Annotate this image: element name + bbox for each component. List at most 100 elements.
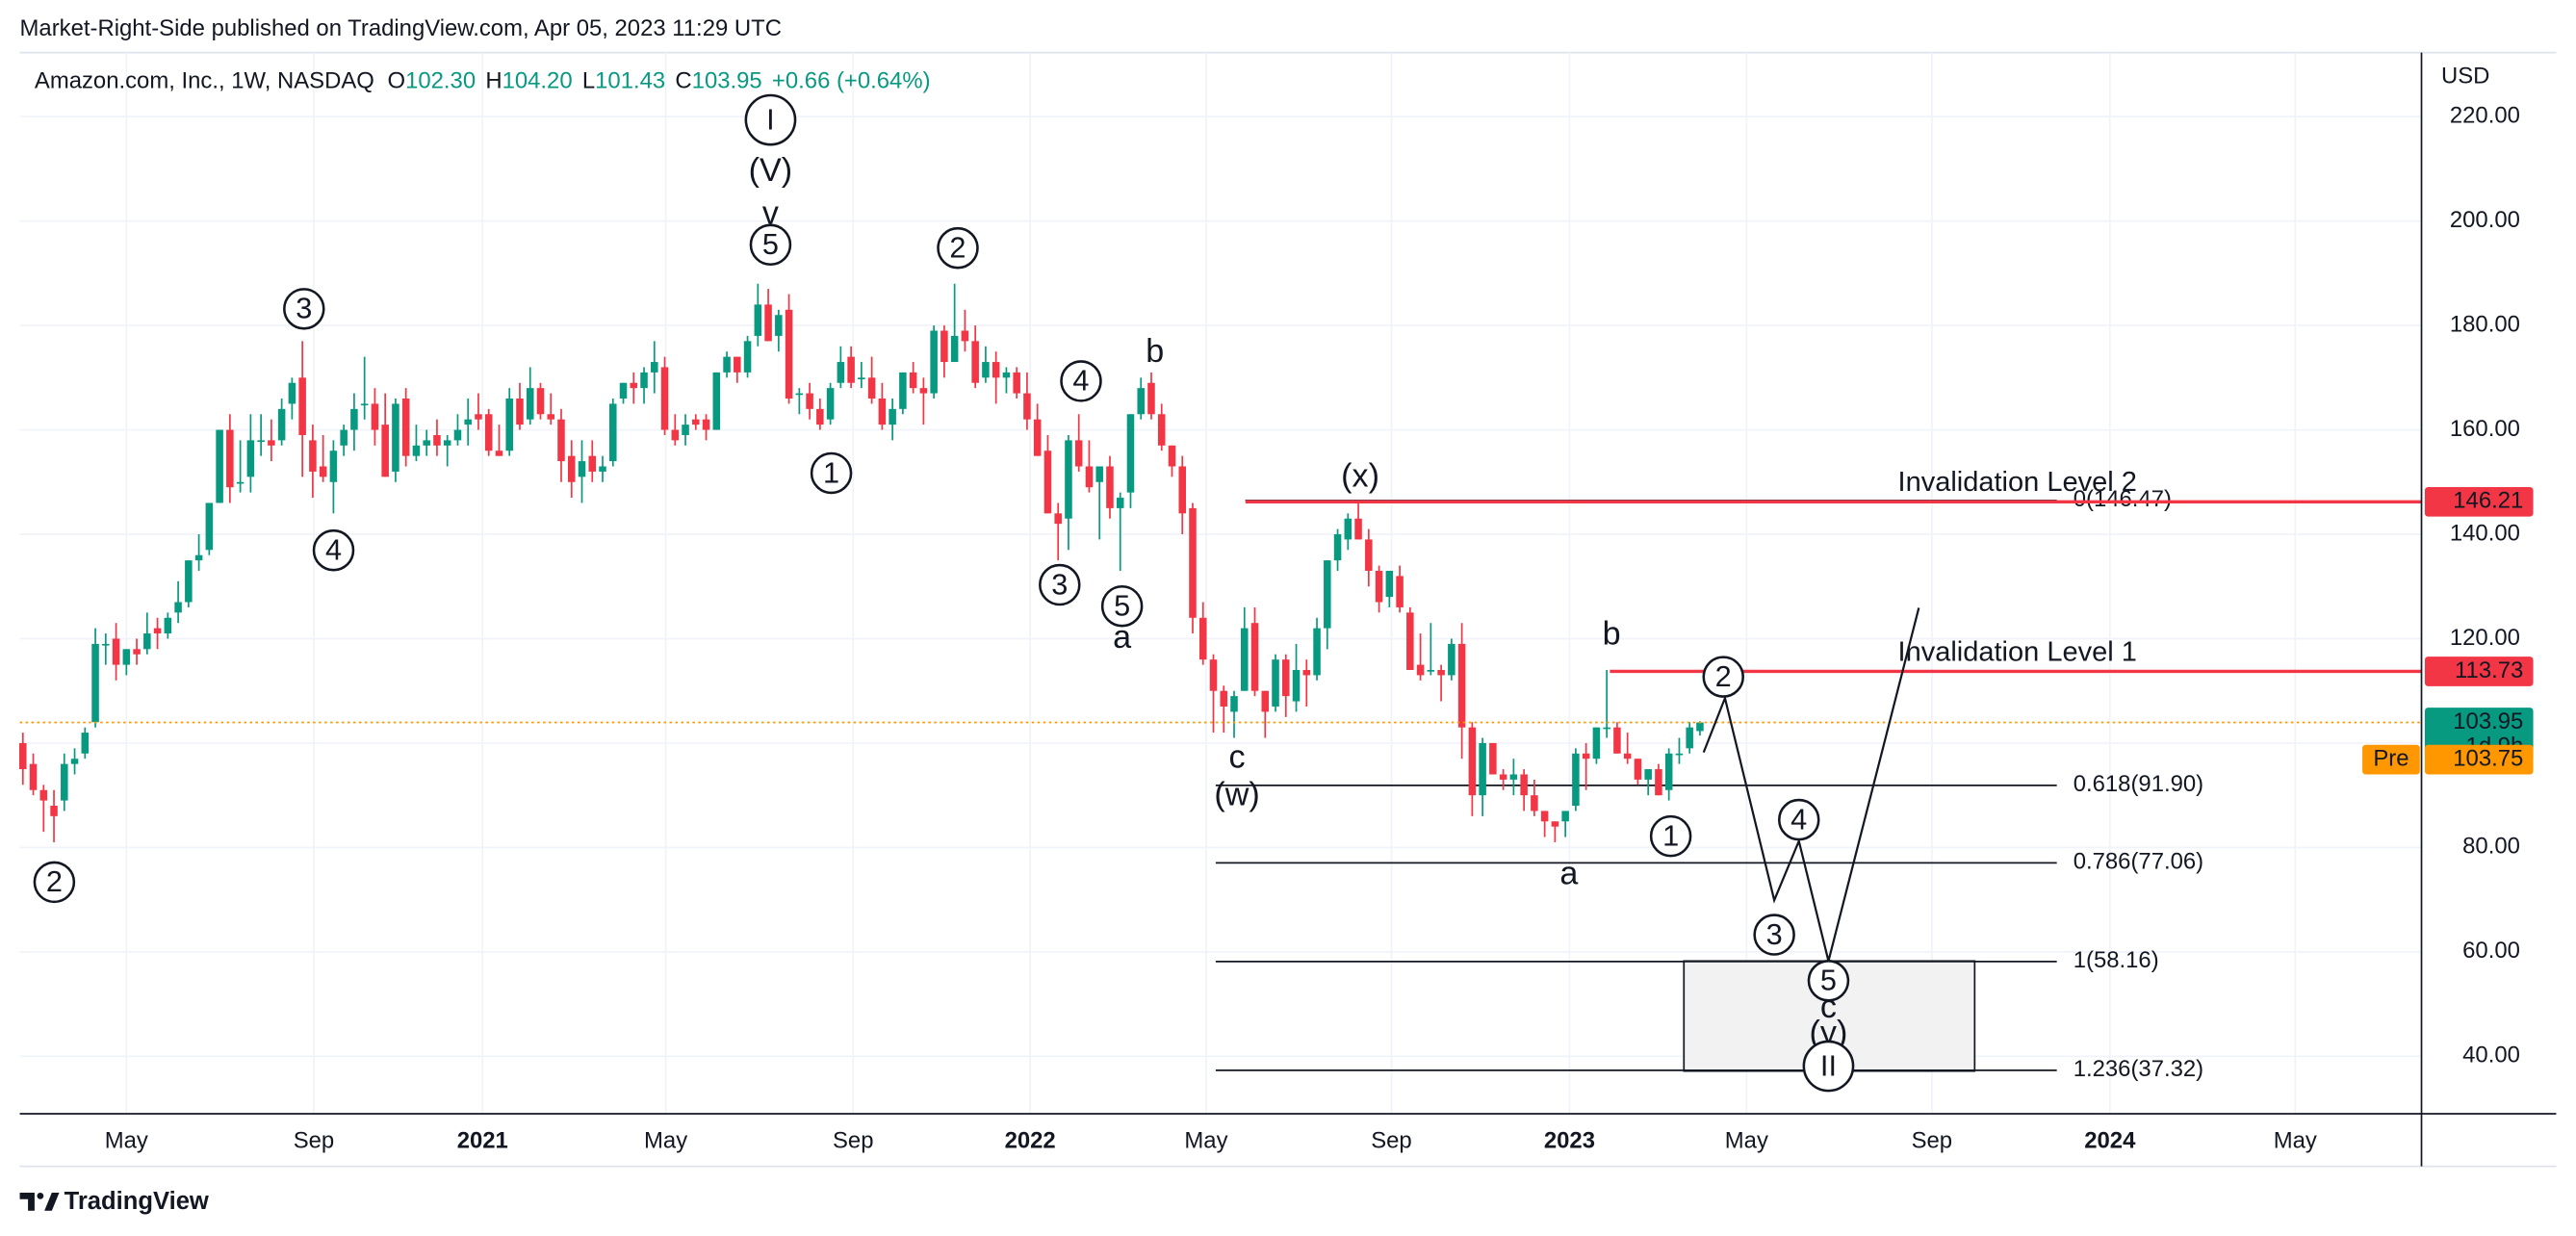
candle-body	[609, 403, 617, 462]
x-tick-label: Sep	[1371, 1127, 1411, 1153]
candle-body	[1230, 696, 1238, 712]
candle-body	[1427, 670, 1435, 672]
candle-body	[651, 362, 658, 373]
candle-body	[1054, 513, 1062, 525]
candle-body	[1023, 393, 1031, 420]
candle-body	[795, 393, 804, 396]
wave-label: (x)	[1341, 458, 1379, 495]
wave-label: c	[1229, 738, 1246, 775]
wave-circle	[1802, 1040, 1855, 1093]
candle-body	[1582, 753, 1590, 760]
y-tick-label: 60.00	[2462, 938, 2520, 964]
candle-body	[1137, 388, 1145, 415]
candle-body	[660, 367, 669, 430]
candle-body	[1344, 518, 1352, 540]
candle-body	[360, 403, 369, 406]
candle-body	[1106, 466, 1114, 508]
candle-body	[1457, 643, 1466, 728]
candle-body	[806, 393, 813, 409]
candle-body	[143, 633, 151, 650]
wave-circle	[1753, 914, 1795, 956]
fib-label: 0(146.47)	[2074, 486, 2172, 512]
candle-body	[1354, 518, 1362, 540]
publisher-line: Market-Right-Side published on TradingVi…	[20, 15, 782, 41]
x-tick-label: May	[105, 1127, 148, 1153]
candle-body	[878, 399, 887, 425]
candle-body	[671, 429, 680, 441]
candle-body	[1531, 795, 1538, 811]
candle-body	[889, 408, 896, 425]
candle-body	[1406, 612, 1414, 671]
candle-body	[1085, 466, 1094, 488]
candle-body	[1043, 451, 1052, 514]
wave-circle	[1702, 656, 1744, 698]
candle-body	[536, 388, 545, 415]
candle-body	[1613, 727, 1621, 754]
candle-body	[1241, 628, 1249, 691]
candle-body	[1561, 811, 1569, 822]
wave-label: 4	[325, 533, 342, 567]
grid	[19, 52, 2422, 1115]
wave-label: 5	[1114, 589, 1130, 623]
ohlc-key: L	[582, 68, 595, 94]
wave-label: 1	[1662, 818, 1679, 852]
candle-body	[692, 419, 700, 425]
candle-body	[164, 617, 172, 634]
candle-body	[216, 429, 223, 503]
candle-body	[1282, 659, 1290, 697]
x-tick-label: 2023	[1544, 1127, 1595, 1153]
candle-body	[723, 356, 731, 373]
candle-body	[1437, 670, 1445, 676]
candle-body	[785, 309, 793, 399]
candle-body	[1198, 617, 1207, 660]
candle-body	[1272, 659, 1279, 707]
candle-body	[743, 341, 752, 373]
candle-body	[350, 408, 358, 430]
price-tag-label: 113.73	[2455, 657, 2523, 683]
candle-body	[61, 763, 68, 801]
candle-body	[329, 451, 338, 482]
candle-body	[1313, 628, 1321, 676]
candle-body	[847, 356, 855, 383]
candle-body	[734, 356, 741, 373]
candle-body	[39, 789, 48, 801]
candle-body	[277, 408, 286, 441]
candle-body	[1168, 445, 1176, 467]
fib-label: 0.786(77.06)	[2074, 849, 2203, 875]
candle-body	[1675, 753, 1684, 756]
wave-circle	[749, 223, 792, 267]
wave-label: I	[766, 102, 775, 136]
candle-body	[1302, 670, 1311, 676]
candle-body	[712, 372, 721, 430]
wave-circle	[937, 226, 979, 270]
candle-body	[1696, 722, 1704, 732]
y-tick-label: 80.00	[2462, 834, 2520, 860]
candle-body	[1074, 440, 1083, 467]
candle-body	[1489, 742, 1497, 775]
candle-body	[961, 330, 969, 342]
candle-body	[899, 372, 907, 409]
candle-body	[1065, 440, 1072, 519]
candle-body	[764, 304, 772, 342]
candle-body	[1116, 498, 1124, 508]
candle-body	[1033, 419, 1042, 456]
last-price-label: 103.95	[2453, 708, 2523, 734]
candle-body	[1147, 382, 1155, 415]
x-tick-label: May	[644, 1127, 687, 1153]
wave-label: 4	[1072, 364, 1089, 398]
x-tick-label: 2024	[2084, 1127, 2136, 1153]
candle-body	[557, 419, 565, 462]
candle-body	[412, 445, 421, 456]
candle-body	[919, 388, 928, 394]
candle-body	[1375, 570, 1383, 603]
candle-body	[1365, 539, 1373, 571]
wave-label: 3	[1051, 567, 1068, 601]
wave-label: b	[1603, 615, 1621, 652]
candle-body	[567, 455, 576, 482]
candle-body	[640, 372, 648, 389]
candle-body	[19, 742, 27, 770]
wave-label: II	[1820, 1048, 1837, 1082]
candle-body	[1468, 727, 1477, 796]
candle-body	[1261, 690, 1270, 712]
